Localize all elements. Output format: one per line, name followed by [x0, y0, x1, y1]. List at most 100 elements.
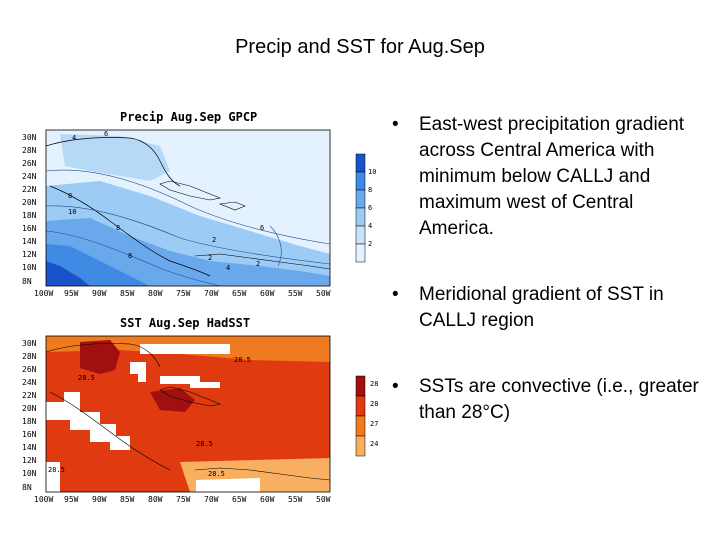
bullet-item: SSTs are convective (i.e., greater than …: [392, 374, 712, 426]
precip-lat-label: 30N: [22, 133, 37, 142]
sst-colorbar-swatch: [355, 375, 366, 397]
sst-lon-label: 85W: [120, 495, 135, 504]
precip-colorbar-swatch: [355, 207, 366, 227]
precip-lat-label: 24N: [22, 172, 37, 181]
sst-land-pacific-edge: [46, 462, 60, 492]
precip-contour: [269, 225, 282, 267]
precip-coastline-hispaniola: [218, 201, 246, 211]
sst-lon-label: 55W: [288, 495, 303, 504]
precip-colorbar-label: 2: [368, 240, 372, 248]
sst-coastline-central-america: [49, 391, 171, 471]
precip-lon-label: 80W: [148, 289, 163, 298]
sst-lon-label: 80W: [148, 495, 163, 504]
precip-colorbar-swatch: [355, 153, 366, 173]
precip-contour: [45, 230, 221, 287]
bullet-item: East-west precipitation gradient across …: [392, 112, 712, 242]
sst-lon-label: 70W: [204, 495, 219, 504]
sst-lon-labels: 100W 95W 90W 85W 80W 75W 70W 65W 60W 55W…: [34, 495, 331, 504]
sst-lat-label: 20N: [22, 404, 37, 413]
sst-lon-label: 95W: [64, 495, 79, 504]
precip-colorbar-swatch: [355, 225, 366, 245]
precip-coastline-south-america: [194, 253, 331, 270]
sst-land-south-america: [196, 478, 260, 492]
sst-land-mexico: [46, 392, 130, 450]
precip-lon-label: 90W: [92, 289, 107, 298]
precip-lon-label: 85W: [120, 289, 135, 298]
precip-lon-labels: 100W 95W 90W 85W 80W 75W 70W 65W 60W 55W…: [34, 289, 331, 298]
sst-lat-label: 12N: [22, 456, 37, 465]
precip-colorbar-swatch: [355, 189, 366, 209]
precip-map-title: Precip Aug.Sep GPCP: [120, 110, 258, 124]
precip-lon-label: 50W: [316, 289, 331, 298]
precip-lat-label: 12N: [22, 250, 37, 259]
precip-contour-label: 8: [128, 252, 132, 260]
sst-coastline-gulf: [45, 343, 161, 368]
sst-coastline-cuba: [159, 386, 222, 407]
sst-colorbar-swatch: [355, 395, 366, 417]
precip-coastline-central-america: [49, 185, 211, 277]
sst-lon-label: 65W: [232, 495, 247, 504]
sst-hot-caribbean: [150, 388, 195, 412]
precip-lon-label: 95W: [64, 289, 79, 298]
sst-lat-label: 22N: [22, 391, 37, 400]
precip-lat-label: 8N: [22, 277, 32, 286]
sst-contour-label: 28.5: [48, 466, 65, 474]
sst-map: 28.5 28.5 28.5 28.5 28.5 30N 28N 26N 24N…: [22, 335, 380, 504]
precip-colorbar-swatch: [355, 171, 366, 191]
sst-contour-label: 28.5: [78, 374, 95, 382]
precip-colorbar: 10 8 6 4 2: [355, 153, 376, 263]
slide-title: Precip and SST for Aug.Sep: [235, 36, 485, 58]
sst-colorbar-label: 28.5: [370, 380, 380, 388]
sst-land-florida: [130, 362, 146, 382]
precip-contour-label: 10: [68, 208, 76, 216]
sst-lat-label: 10N: [22, 469, 37, 478]
precip-coastline-gulf: [45, 137, 181, 187]
sst-lat-label: 16N: [22, 430, 37, 439]
precip-contour-label: 2: [212, 236, 216, 244]
sst-contour-label: 28.5: [208, 470, 225, 478]
sst-land-cuba: [160, 376, 220, 388]
sst-lat-label: 28N: [22, 352, 37, 361]
precip-contour-label: 4: [72, 134, 76, 142]
sst-colorbar-label: 27.5: [370, 420, 380, 428]
precip-lat-label: 16N: [22, 224, 37, 233]
sst-lon-label: 60W: [260, 495, 275, 504]
precip-contour: [45, 205, 331, 265]
sst-colorbar-label: 28.5: [370, 400, 380, 408]
precip-gulf-region: [60, 134, 170, 181]
precip-contour-label: 8: [116, 224, 120, 232]
sst-lon-label: 50W: [316, 495, 331, 504]
sst-colorbar: 28.5 28.5 27.5 24.5: [355, 375, 380, 457]
sst-lat-label: 30N: [22, 339, 37, 348]
precip-lat-label: 26N: [22, 159, 37, 168]
bullet-list: East-west precipitation gradient across …: [392, 112, 712, 426]
sst-lat-label: 18N: [22, 417, 37, 426]
sst-lat-label: 14N: [22, 443, 37, 452]
precip-lat-label: 10N: [22, 263, 37, 272]
precip-lat-label: 20N: [22, 198, 37, 207]
precip-map: 4 6 8 10 8 2 6 2 8 4 2 30N 28N 26N 24N 2…: [22, 129, 376, 298]
precip-lat-label: 18N: [22, 211, 37, 220]
precip-contour-label: 2: [256, 260, 260, 268]
sst-contour-label: 28.5: [196, 440, 213, 448]
sst-map-frame: [45, 335, 331, 493]
sst-lon-label: 90W: [92, 495, 107, 504]
precip-contour-label: 6: [104, 130, 108, 138]
precip-lat-label: 22N: [22, 185, 37, 194]
precip-lat-label: 28N: [22, 146, 37, 155]
sst-colorbar-label: 24.5: [370, 440, 380, 448]
precip-contour-label: 2: [208, 254, 212, 262]
sst-lon-label: 75W: [176, 495, 191, 504]
sst-coastline-south-america: [194, 467, 331, 481]
precip-lat-labels: 30N 28N 26N 24N 22N 20N 18N 16N 14N 12N …: [22, 133, 37, 286]
precip-contour-label: 8: [68, 192, 72, 200]
precip-band-high: [46, 218, 330, 286]
sst-lon-label: 100W: [34, 495, 53, 504]
sst-colorbar-swatch: [355, 435, 366, 457]
sst-colorbar-swatch: [355, 415, 366, 437]
precip-lon-label: 75W: [176, 289, 191, 298]
precip-colorbar-label: 6: [368, 204, 372, 212]
precip-contour: [45, 169, 331, 245]
sst-lat-label: 8N: [22, 483, 32, 492]
precip-contour-label: 4: [226, 264, 230, 272]
